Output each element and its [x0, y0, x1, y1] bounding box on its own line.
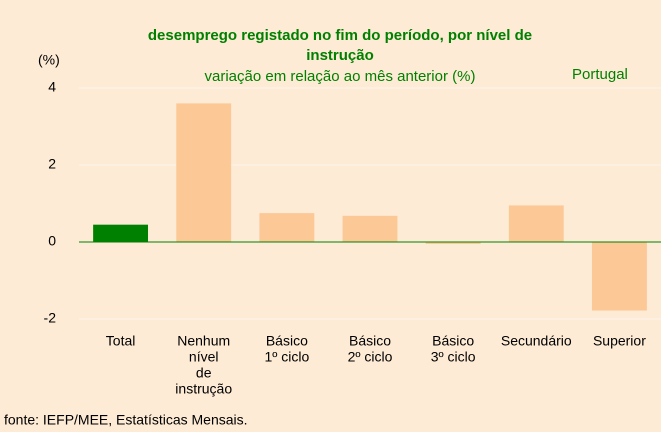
bar [342, 215, 398, 242]
source: fonte: IEFP/MEE, Estatísticas Mensais. [4, 412, 248, 428]
x-tick-label: 3º ciclo [431, 349, 476, 365]
annotation: Portugal [572, 66, 628, 83]
y-tick-label: 2 [48, 156, 56, 172]
bar [508, 205, 564, 242]
x-tick-label: Secundário [501, 333, 572, 349]
bar [425, 242, 481, 244]
bar [93, 224, 149, 242]
x-tick-label: Básico [349, 333, 391, 349]
x-tick-label: de [196, 365, 212, 381]
x-tick-label: Superior [593, 333, 646, 349]
y-axis-label: (%) [38, 52, 60, 68]
chart-title: desemprego registado no fim do período, … [148, 27, 532, 44]
x-tick-label: Básico [266, 333, 308, 349]
y-tick-label: 0 [48, 233, 56, 249]
x-tick-label: instrução [175, 381, 232, 397]
bar [591, 242, 647, 311]
x-tick-label: Total [106, 333, 136, 349]
x-tick-label: nível [189, 349, 219, 365]
chart-title: instrução [306, 47, 374, 64]
subtitle: variação em relação ao mês anterior (%) [205, 68, 476, 85]
x-tick-label: 2º ciclo [348, 349, 393, 365]
y-tick-label: 4 [48, 79, 56, 95]
x-tick-label: Nenhum [177, 333, 230, 349]
x-tick-label: 1º ciclo [264, 349, 309, 365]
bar [259, 213, 315, 242]
bar [176, 103, 232, 243]
y-tick-label: -2 [44, 310, 57, 326]
x-tick-label: Básico [432, 333, 474, 349]
